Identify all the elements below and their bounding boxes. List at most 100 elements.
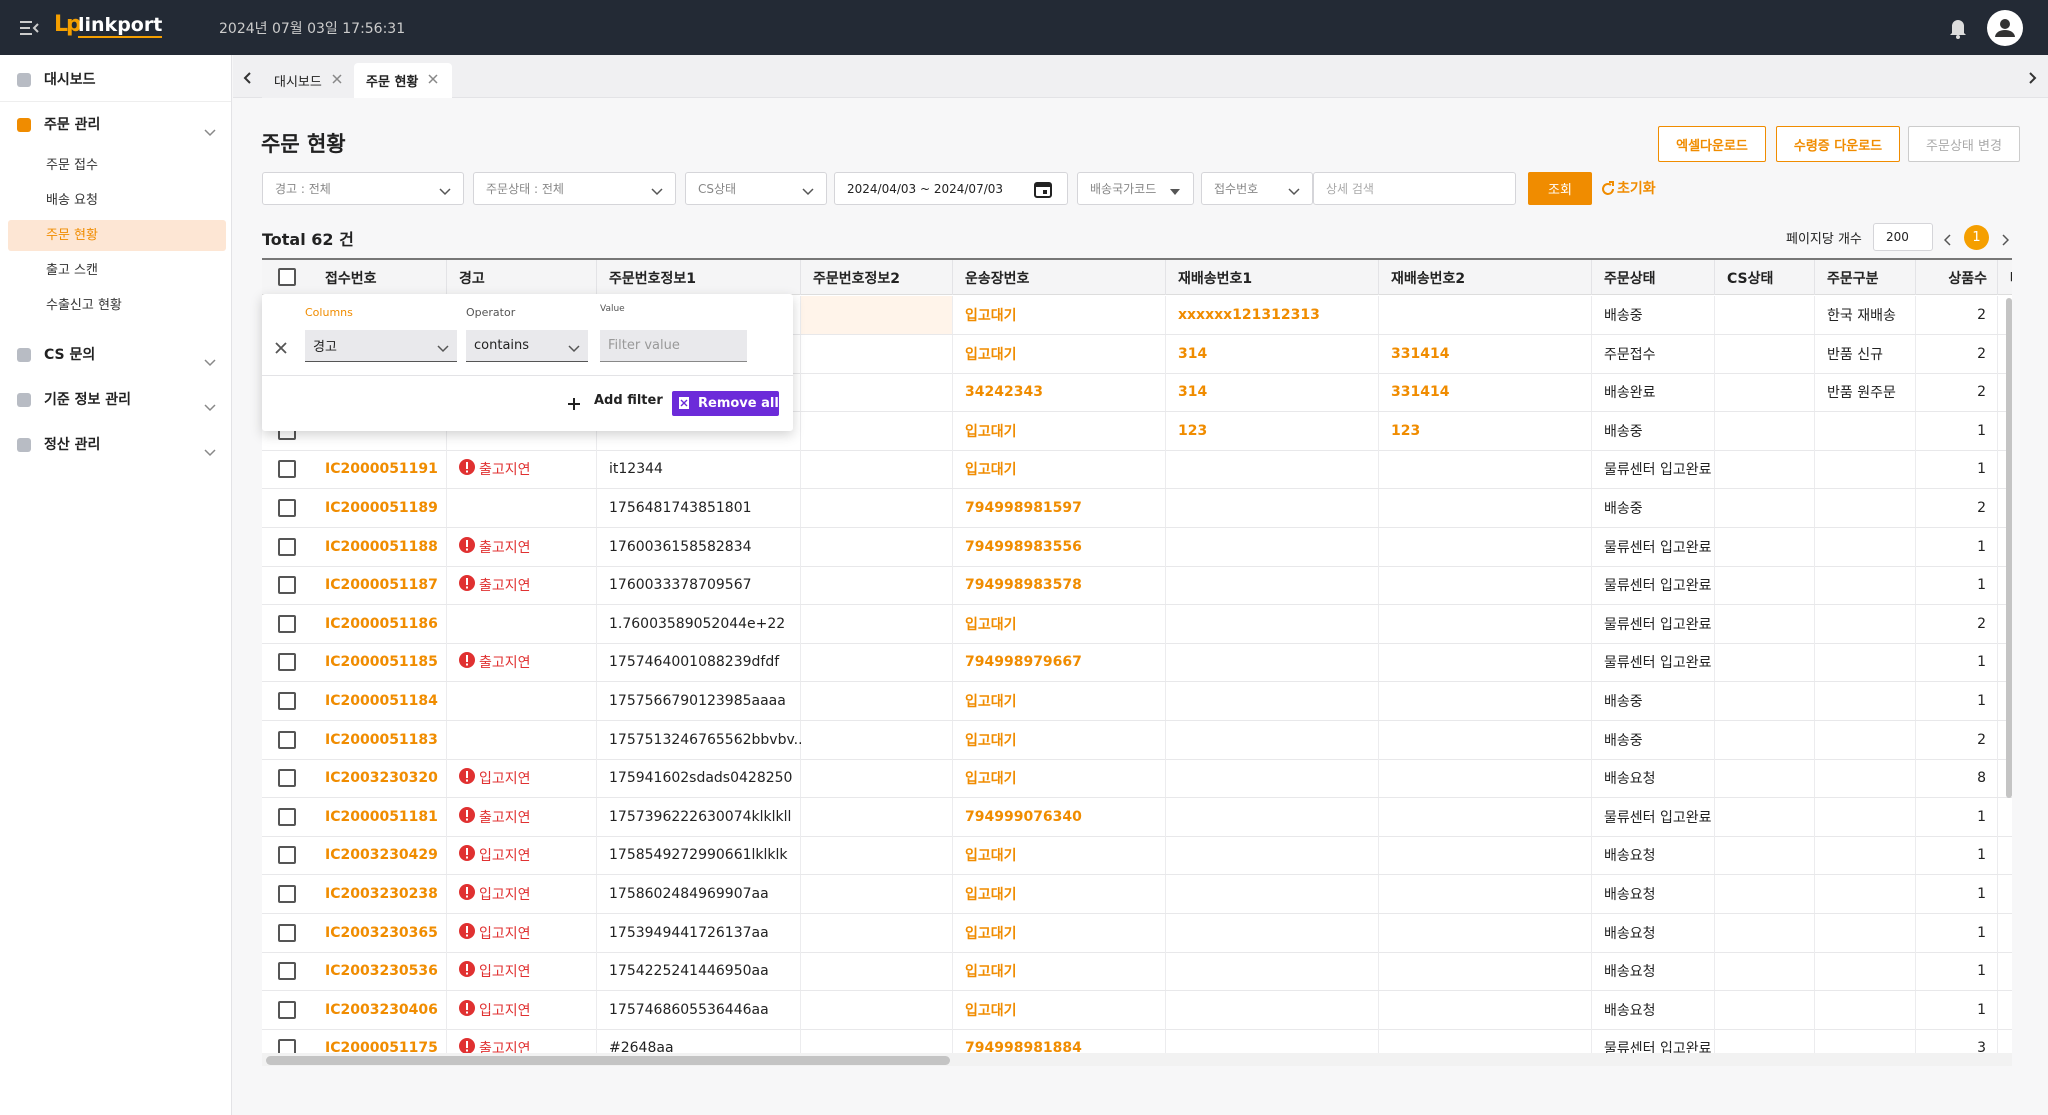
table-cell[interactable]: 794998981884	[965, 1040, 1082, 1057]
table-cell[interactable]: 입고대기	[965, 925, 1017, 942]
row-checkbox[interactable]	[278, 885, 296, 903]
table-cell[interactable]: 794998983556	[965, 538, 1082, 555]
column-header[interactable]: 주문구분	[1815, 260, 1916, 295]
submenu-item[interactable]: 수출신고 현황	[46, 298, 122, 313]
table-cell[interactable]: 입고대기	[965, 848, 1017, 865]
table-cell[interactable]: 794998983578	[965, 577, 1082, 594]
table-cell[interactable]: 입고대기	[965, 732, 1017, 749]
table-cell[interactable]: IC2000051181	[325, 808, 438, 825]
filter-value-input[interactable]: Filter value	[600, 330, 747, 362]
row-checkbox[interactable]	[278, 807, 296, 826]
button[interactable]: 엑셀다운로드	[1658, 126, 1766, 162]
tab[interactable]: 주문 현황	[354, 63, 453, 98]
row-checkbox[interactable]	[278, 962, 296, 981]
column-header[interactable]: 경고	[447, 260, 597, 295]
menu-item[interactable]: 기준 정보 관리	[44, 392, 132, 408]
table-cell[interactable]: IC2003230406	[325, 1001, 438, 1018]
row-checkbox[interactable]	[278, 653, 296, 672]
table-cell[interactable]: 입고대기	[965, 1002, 1017, 1019]
filter-select[interactable]: CS상태	[685, 172, 827, 205]
submenu-item[interactable]: 주문 접수	[46, 158, 98, 173]
per-page-select[interactable]: 200	[1873, 223, 1933, 251]
table-cell[interactable]: IC2000051183	[325, 731, 438, 748]
table-cell[interactable]: 입고대기	[965, 771, 1017, 788]
column-header[interactable]: CS상태	[1715, 260, 1815, 295]
table-cell[interactable]: IC2000051188	[325, 538, 438, 555]
row-checkbox[interactable]	[278, 692, 296, 710]
v-scrollbar[interactable]	[2006, 298, 2012, 798]
table-cell[interactable]: IC2000051187	[325, 577, 438, 594]
table-cell[interactable]: IC2000051184	[325, 693, 438, 709]
header-checkbox[interactable]	[278, 268, 296, 286]
table-cell: 물류센터 입고완료	[1604, 539, 1712, 556]
remove-all-button[interactable]: Remove all	[672, 391, 779, 416]
reset-button[interactable]: 초기화	[1617, 181, 1656, 197]
column-header[interactable]: 상품수	[1916, 260, 1998, 295]
table-cell[interactable]: IC2003230429	[325, 847, 438, 864]
table-cell[interactable]: 입고대기	[965, 616, 1017, 633]
filter-select[interactable]: 경고 : 전체	[262, 172, 464, 205]
table-cell[interactable]: IC2000051185	[325, 654, 438, 671]
row-checkbox[interactable]	[278, 614, 296, 633]
submenu-item[interactable]: 주문 현황	[46, 228, 98, 243]
submenu-item[interactable]: 배송 요청	[46, 193, 98, 208]
column-header[interactable]: 접수번호	[313, 260, 447, 295]
column-header[interactable]: 배	[1998, 260, 2012, 295]
table-cell[interactable]: 입고대기	[965, 346, 1017, 363]
table-cell[interactable]: 입고대기	[965, 423, 1017, 440]
menu-item[interactable]: CS 문의	[44, 347, 96, 363]
table-cell[interactable]: IC2003230536	[325, 963, 438, 980]
warning-text: 출고지연	[479, 578, 531, 595]
table-cell[interactable]: IC2000051175	[325, 1040, 438, 1057]
table-cell[interactable]: 입고대기	[965, 462, 1017, 479]
row-checkbox[interactable]	[278, 537, 296, 556]
menu-item[interactable]: 주문 관리	[44, 117, 101, 133]
filter-select[interactable]: 2024/04/03 ~ 2024/07/03	[834, 172, 1068, 205]
button[interactable]: 수령증 다운로드	[1776, 126, 1900, 162]
warning-icon	[459, 845, 475, 865]
row-checkbox[interactable]	[278, 730, 296, 749]
menu-item[interactable]: 대시보드	[44, 72, 96, 88]
table-cell[interactable]: 794998979667	[965, 654, 1082, 671]
row-checkbox[interactable]	[278, 846, 296, 865]
table-cell[interactable]: IC2000051186	[325, 615, 438, 632]
column-header[interactable]: 재배송번호1	[1166, 260, 1379, 295]
table-cell[interactable]: IC2000051191	[325, 461, 438, 478]
filter-select[interactable]: contains	[466, 330, 588, 362]
table-cell[interactable]: 입고대기	[965, 887, 1017, 903]
search-button[interactable]: 조회	[1528, 172, 1592, 205]
table-cell[interactable]: 입고대기	[965, 694, 1017, 710]
table-cell[interactable]: 입고대기	[965, 308, 1017, 324]
button[interactable]: 주문상태 변경	[1908, 126, 2020, 162]
table-cell[interactable]: 34242343	[965, 384, 1043, 401]
table-cell[interactable]: IC2003230238	[325, 886, 438, 902]
column-header[interactable]: 주문번호정보2	[801, 260, 953, 295]
submenu-item[interactable]: 출고 스캔	[46, 263, 98, 278]
tab[interactable]: 대시보드	[262, 63, 356, 98]
row-checkbox[interactable]	[278, 576, 296, 595]
column-header[interactable]: 운송장번호	[953, 260, 1166, 295]
table-cell[interactable]: 입고대기	[965, 964, 1017, 981]
table-cell[interactable]: IC2003230365	[325, 924, 438, 941]
filter-select[interactable]: 접수번호	[1201, 172, 1313, 205]
filter-select[interactable]: 주문상태 : 전체	[473, 172, 676, 205]
row-checkbox[interactable]	[278, 923, 296, 942]
add-filter-button[interactable]: Add filter	[594, 393, 663, 408]
menu-item[interactable]: 정산 관리	[44, 437, 101, 453]
scrollbar-thumb[interactable]	[266, 1056, 950, 1065]
table-cell[interactable]: 794999076340	[965, 808, 1082, 825]
column-header[interactable]: 주문상태	[1592, 260, 1715, 295]
table-cell[interactable]: IC2003230320	[325, 770, 438, 787]
search-input[interactable]: 상세 검색	[1313, 172, 1516, 205]
current-page[interactable]: 1	[1964, 225, 1989, 250]
column-header[interactable]: 재배송번호2	[1379, 260, 1592, 295]
row-checkbox[interactable]	[278, 460, 296, 479]
table-cell[interactable]: IC2000051189	[325, 500, 438, 516]
filter-select[interactable]: 배송국가코드	[1077, 172, 1194, 205]
table-cell[interactable]: 794998981597	[965, 500, 1082, 516]
row-checkbox[interactable]	[278, 1000, 296, 1019]
column-header[interactable]: 주문번호정보1	[597, 260, 801, 295]
row-checkbox[interactable]	[278, 499, 296, 517]
filter-select[interactable]: 경고	[305, 330, 457, 362]
row-checkbox[interactable]	[278, 769, 296, 788]
